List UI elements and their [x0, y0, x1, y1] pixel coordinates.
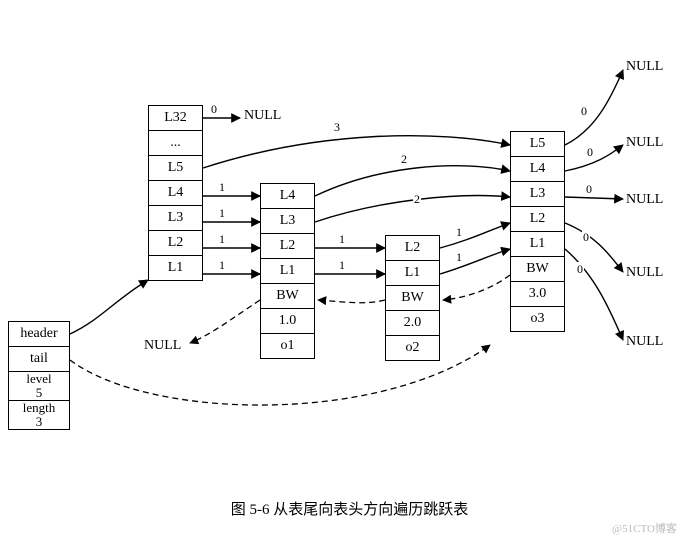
n1-cell-1: ... — [148, 130, 203, 156]
edge-hdr-n1 — [70, 280, 148, 334]
edge-label-n4L3-nullr3: 0 — [585, 182, 593, 197]
n4-cell-0: L5 — [510, 131, 565, 157]
edge-n4L5-nullr1 — [565, 70, 623, 145]
edge-label-n1L32-null: 0 — [210, 102, 218, 117]
edge-n4L2-nullr4 — [565, 223, 623, 272]
figure-caption: 图 5-6 从表尾向表头方向遍历跳跃表 — [0, 498, 699, 519]
edge-label-n2L4-n4L4: 2 — [400, 152, 408, 167]
struct-level: level 5 — [8, 371, 70, 401]
edge-label-n2L3-n4L3: 2 — [413, 192, 421, 207]
n4-cell-3: L2 — [510, 206, 565, 232]
edge-n3L2-n4L2 — [440, 223, 510, 248]
edge-label-n1L4-n2L4: 1 — [218, 180, 226, 195]
n2-cell-1: L3 — [260, 208, 315, 234]
edge-label-n3L1-n4L1: 1 — [455, 250, 463, 265]
edge-label-n2L1-n3L1: 1 — [338, 258, 346, 273]
n3-cell-1: L1 — [385, 260, 440, 286]
n4-cell-6: 3.0 — [510, 281, 565, 307]
edge-n3L1-n4L1 — [440, 249, 510, 274]
edge-label-n1L3-n2L3: 1 — [218, 206, 226, 221]
struct-tail: tail — [8, 346, 70, 372]
n1-cell-0: L32 — [148, 105, 203, 131]
n4-cell-5: BW — [510, 256, 565, 282]
n4-cell-7: o3 — [510, 306, 565, 332]
n1-cell-5: L2 — [148, 230, 203, 256]
struct-length: length 3 — [8, 400, 70, 430]
n4-cell-2: L3 — [510, 181, 565, 207]
n2-cell-0: L4 — [260, 183, 315, 209]
label-null_bw_left: NULL — [144, 338, 181, 354]
n1-cell-6: L1 — [148, 255, 203, 281]
label-null_r3: NULL — [626, 192, 663, 208]
edge-n4BW-n3 — [443, 275, 510, 300]
n1-cell-3: L4 — [148, 180, 203, 206]
watermark: @51CTO博客 — [612, 520, 677, 536]
n3-cell-3: 2.0 — [385, 310, 440, 336]
edge-n2BW-null — [190, 300, 260, 343]
n2-cell-5: 1.0 — [260, 308, 315, 334]
edge-n4L1-nullr5 — [565, 249, 623, 340]
n1-cell-2: L5 — [148, 155, 203, 181]
edge-label-n1L2-n2L2: 1 — [218, 232, 226, 247]
edge-label-n4L4-nullr2: 0 — [586, 145, 594, 160]
struct-header: header — [8, 321, 70, 347]
n3-cell-4: o2 — [385, 335, 440, 361]
label-null_r4: NULL — [626, 265, 663, 281]
n3-cell-2: BW — [385, 285, 440, 311]
edge-label-n1L1-n2L1: 1 — [218, 258, 226, 273]
edge-n3BW-n2 — [318, 300, 385, 303]
edge-label-n1L5-n4L5: 3 — [333, 120, 341, 135]
edge-label-n4L5-nullr1: 0 — [580, 104, 588, 119]
n4-cell-1: L4 — [510, 156, 565, 182]
n4-cell-4: L1 — [510, 231, 565, 257]
label-null_r5: NULL — [626, 334, 663, 350]
edge-label-n4L2-nullr4: 0 — [582, 230, 590, 245]
label-null_r1: NULL — [626, 59, 663, 75]
label-null_top_mid: NULL — [244, 108, 281, 124]
edge-n4L4-nullr2 — [565, 145, 623, 171]
n2-cell-2: L2 — [260, 233, 315, 259]
edge-n4L3-nullr3 — [565, 197, 623, 199]
n2-cell-6: o1 — [260, 333, 315, 359]
label-null_r2: NULL — [626, 135, 663, 151]
n2-cell-3: L1 — [260, 258, 315, 284]
n3-cell-0: L2 — [385, 235, 440, 261]
n2-cell-4: BW — [260, 283, 315, 309]
edge-n1L5-n4L5 — [203, 136, 510, 168]
n1-cell-4: L3 — [148, 205, 203, 231]
edge-label-n3L2-n4L2: 1 — [455, 225, 463, 240]
edge-label-n2L2-n3L2: 1 — [338, 232, 346, 247]
edge-label-n4L1-nullr5: 0 — [576, 262, 584, 277]
